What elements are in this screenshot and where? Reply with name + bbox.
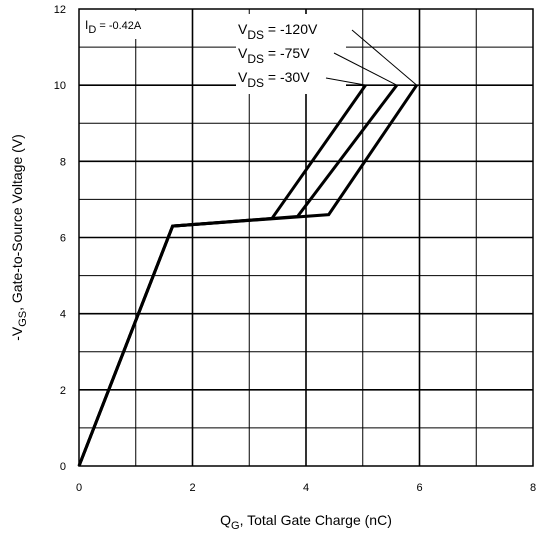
- x-axis-label-main: Q: [220, 512, 231, 528]
- id-label-sub: D: [88, 24, 96, 36]
- y-axis-label: -VGS, Gate-to-Source Voltage (V): [9, 134, 29, 341]
- y-tick-label: 2: [60, 385, 66, 397]
- series-lines: [77, 84, 418, 467]
- x-tick-label: 6: [416, 482, 422, 494]
- id-label-box: [81, 11, 177, 39]
- x-tick-label: 2: [189, 482, 195, 494]
- x-tick-label: 0: [76, 482, 82, 494]
- x-tick-label: 4: [303, 482, 309, 494]
- x-axis-label-rest: , Total Gate Charge (nC): [240, 512, 392, 528]
- id-label-main: I: [85, 18, 88, 32]
- vds-label-main: V: [238, 21, 248, 37]
- vds-label-sub: DS: [247, 52, 264, 66]
- vds-leader-lines: [325, 29, 417, 86]
- vds-leader-line: [333, 52, 398, 86]
- series-line-30V: [77, 84, 367, 467]
- vds-label-rest: = -75V: [264, 45, 310, 61]
- y-axis-label-rest: , Gate-to-Source Voltage (V): [9, 134, 25, 311]
- vds-leader-line: [325, 77, 366, 86]
- vds-label-main: V: [238, 69, 248, 85]
- vds-label: VDS = -30V: [238, 69, 310, 90]
- x-tick-label: 8: [530, 482, 536, 494]
- vds-label: VDS = -75V: [238, 45, 310, 66]
- y-axis-label-pre: -V: [9, 326, 25, 341]
- vds-label-sub: DS: [247, 28, 264, 42]
- y-tick-label: 12: [54, 4, 66, 16]
- vds-label: VDS = -120V: [238, 21, 318, 42]
- x-axis-label: QG, Total Gate Charge (nC): [220, 512, 392, 532]
- vds-label-sub: DS: [247, 76, 264, 90]
- vds-label-box: [236, 14, 346, 94]
- vds-label-main: V: [238, 45, 248, 61]
- id-label-rest: = -0.42A: [96, 20, 142, 32]
- vds-label-rest: = -30V: [264, 69, 310, 85]
- tick-labels: 0 2 4 6 8 0 2 4 6 8 10 12: [54, 4, 536, 494]
- id-label: ID = -0.42A: [85, 18, 142, 36]
- x-axis-label-sub: G: [231, 520, 240, 532]
- plot-border: [78, 8, 534, 467]
- y-axis-label-sub: GS: [17, 311, 29, 327]
- y-tick-label: 8: [60, 156, 66, 168]
- vds-leader-line: [351, 29, 417, 86]
- y-tick-label: 6: [60, 233, 66, 245]
- y-tick-label: 10: [54, 80, 66, 92]
- y-tick-label: 4: [60, 309, 66, 321]
- vds-label-rest: = -120V: [264, 21, 318, 37]
- y-tick-label: 0: [60, 461, 66, 473]
